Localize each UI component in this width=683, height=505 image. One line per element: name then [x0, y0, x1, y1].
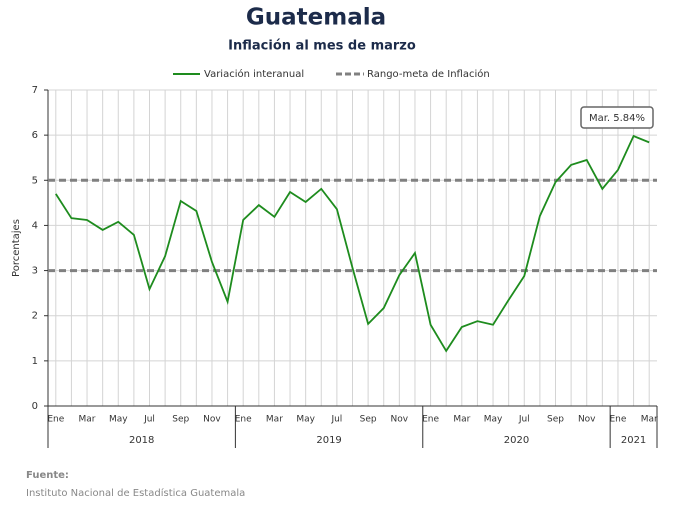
chart-subtitle: Inflación al mes de marzo — [228, 39, 416, 54]
x-tick-label: Ene — [47, 415, 64, 425]
chart-title: Guatemala — [246, 5, 386, 31]
x-tick-label: Ene — [235, 415, 252, 425]
x-tick-label: May — [484, 415, 503, 425]
x-tick-label: Jul — [518, 415, 530, 425]
annotation: Mar. 5.84% — [589, 113, 645, 124]
year-label: 2018 — [129, 435, 154, 446]
y-tick-label: 2 — [32, 311, 38, 322]
x-tick-label: Jul — [330, 415, 342, 425]
x-tick-label: Nov — [578, 415, 596, 425]
x-tick-label: Ene — [609, 415, 626, 425]
series-line — [55, 134, 650, 353]
x-tick-label: Mar — [453, 415, 470, 425]
x-tick-label: Mar — [266, 415, 283, 425]
source: Instituto Nacional de Estadística Guatem… — [26, 487, 245, 499]
annotation-box — [580, 106, 654, 129]
x-tick-label: Nov — [391, 415, 409, 425]
source-label: Fuente: — [26, 470, 69, 481]
x-tick-label: Ene — [422, 415, 439, 425]
x-tick-label: Mar — [641, 415, 658, 425]
x-tick-label: Nov — [203, 415, 221, 425]
year-label: 2020 — [504, 435, 529, 446]
y-axis-label: Porcentajes — [11, 219, 22, 277]
y-tick-label: 5 — [32, 175, 38, 186]
x-tick-label: Mar — [79, 415, 96, 425]
x-tick-label: Sep — [360, 415, 377, 425]
legend-label: Variación interanual — [204, 68, 304, 80]
legend-label: Rango-meta de Inflación — [367, 68, 490, 80]
y-tick-label: 6 — [32, 130, 38, 141]
year-label: 2019 — [316, 435, 341, 446]
x-tick-label: May — [296, 415, 315, 425]
x-tick-label: Sep — [172, 415, 189, 425]
y-tick-label: 3 — [32, 266, 38, 277]
x-tick-label: Jul — [143, 415, 155, 425]
year-label: 2021 — [621, 435, 646, 446]
x-tick-label: Sep — [547, 415, 564, 425]
x-tick-label: May — [109, 415, 128, 425]
y-tick-label: 4 — [32, 220, 38, 231]
y-tick-label: 7 — [32, 85, 38, 96]
y-tick-label: 1 — [32, 356, 38, 367]
y-tick-label: 0 — [32, 401, 38, 412]
